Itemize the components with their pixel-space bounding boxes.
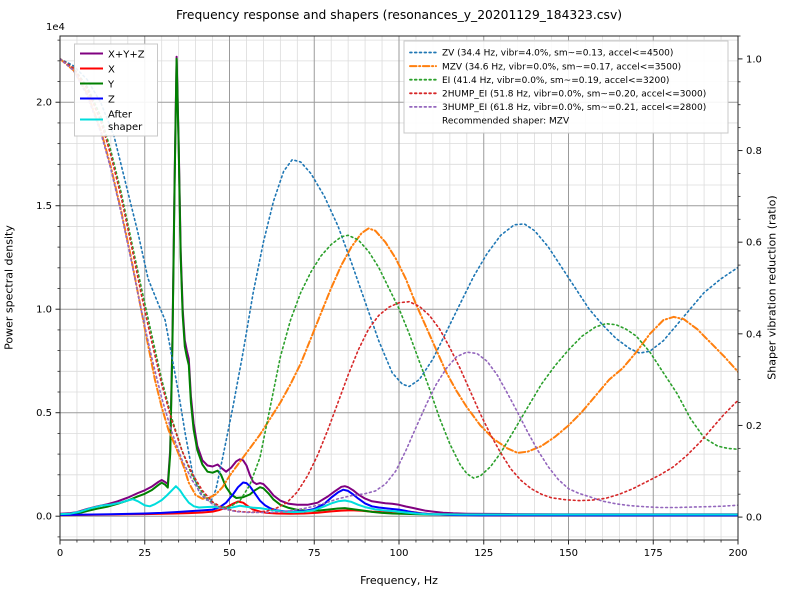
y-left-tick-label: 2.0 bbox=[36, 98, 52, 109]
y-left-tick-label: 0.5 bbox=[36, 408, 52, 419]
x-tick-label: 125 bbox=[474, 548, 493, 559]
x-tick-label: 100 bbox=[389, 548, 408, 559]
y-right-tick-label: 0.8 bbox=[746, 146, 762, 157]
legend-shaper-label: 2HUMP_EI (51.8 Hz, vibr=0.0%, sm~=0.20, … bbox=[442, 90, 706, 100]
y-right-tick-label: 0.4 bbox=[746, 329, 762, 340]
legend-psd-label: shaper bbox=[108, 122, 143, 133]
legend-shaper-label: EI (41.4 Hz, vibr=0.0%, sm~=0.19, accel<… bbox=[442, 76, 669, 86]
legend-shaper-label: MZV (34.6 Hz, vibr=0.0%, sm~=0.17, accel… bbox=[442, 62, 681, 72]
y-axis-label-left: Power spectral density bbox=[2, 225, 16, 350]
legend-psd-label: Y bbox=[107, 80, 115, 91]
x-tick-label: 50 bbox=[223, 548, 236, 559]
legend-psd-label: Z bbox=[108, 95, 115, 106]
axis-ticks: 0 25 50 75 100 125 150 175 200 0.0 0.5 1.0 1.5 2.0 0.0… bbox=[36, 35, 762, 559]
series-3HUMP_EI bbox=[60, 58, 738, 514]
series-ZV bbox=[60, 58, 738, 502]
y-left-tick-label: 1.0 bbox=[36, 305, 52, 316]
series-group bbox=[60, 55, 738, 517]
legend-psd-label: After bbox=[108, 110, 133, 121]
series-X+Y+Z bbox=[60, 55, 738, 516]
legend-psd-label: X bbox=[108, 65, 115, 76]
x-tick-label: 25 bbox=[138, 548, 151, 559]
legend-shaper-label: ZV (34.4 Hz, vibr=4.0%, sm~=0.13, accel<… bbox=[442, 49, 673, 59]
series-After-shaper bbox=[60, 485, 738, 516]
x-tick-label: 200 bbox=[728, 548, 747, 559]
y-right-tick-label: 0.6 bbox=[746, 238, 762, 249]
legend-shapers: ZV (34.4 Hz, vibr=4.0%, sm~=0.13, accel<… bbox=[403, 40, 729, 134]
y-right-tick-label: 1.0 bbox=[746, 54, 762, 65]
series-2HUMP_EI bbox=[60, 58, 738, 513]
legend-psd-box bbox=[74, 43, 158, 137]
x-tick-label: 0 bbox=[57, 548, 63, 559]
y-right-tick-label: 0.0 bbox=[746, 513, 762, 524]
x-tick-label: 75 bbox=[308, 548, 321, 559]
legend-shapers-box bbox=[403, 40, 729, 134]
y-axis-label-right: Shaper vibration reduction (ratio) bbox=[765, 195, 779, 380]
x-axis-label: Frequency, Hz bbox=[360, 574, 438, 587]
x-tick-label: 150 bbox=[559, 548, 578, 559]
chart-title: Frequency response and shapers (resonanc… bbox=[175, 8, 623, 22]
y-right-tick-label: 0.2 bbox=[746, 421, 762, 432]
legend-psd-label: X+Y+Z bbox=[108, 50, 145, 61]
y-left-tick-label: 0.0 bbox=[36, 512, 52, 523]
y-left-tick-label: 1.5 bbox=[36, 201, 52, 212]
legend-recommended-note: Recommended shaper: MZV bbox=[442, 117, 570, 127]
x-tick-label: 175 bbox=[644, 548, 663, 559]
y-axis-offset-1e4: 1e4 bbox=[46, 22, 65, 33]
legend-shaper-label: 3HUMP_EI (61.8 Hz, vibr=0.0%, sm~=0.21, … bbox=[442, 103, 706, 113]
series-Y bbox=[60, 57, 738, 517]
